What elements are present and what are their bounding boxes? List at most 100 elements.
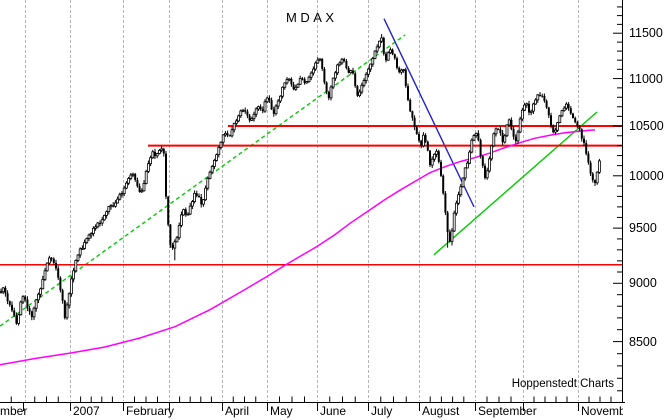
candle-body: [382, 38, 385, 54]
candle-body: [81, 247, 84, 250]
candle-body: [562, 107, 566, 111]
candle-body: [155, 153, 159, 157]
candle-body: [188, 205, 192, 215]
candle-body: [34, 299, 38, 309]
candle-body: [507, 119, 511, 126]
candle-body: [327, 92, 330, 98]
candle-body: [96, 222, 100, 228]
candle-body: [1, 287, 5, 293]
candle-body: [140, 190, 144, 193]
candle-body: [136, 180, 139, 187]
candle-body: [234, 120, 238, 124]
candle-body: [411, 111, 414, 118]
candle-body: [534, 99, 537, 105]
candle-body: [316, 59, 320, 64]
candle-body: [37, 293, 40, 301]
candle-body: [448, 232, 451, 242]
candle-body: [385, 53, 387, 61]
candle-body: [444, 193, 447, 213]
candle-body: [39, 288, 42, 295]
x-tick-label-april: April: [225, 404, 250, 418]
candle-body: [479, 140, 482, 157]
candle-body: [314, 62, 318, 70]
candle-body: [420, 140, 423, 146]
candle-body: [138, 186, 141, 192]
ma200-polyline: [0, 129, 596, 366]
candle-body: [186, 213, 190, 216]
candle-body: [61, 290, 64, 301]
candle-body: [552, 125, 555, 133]
candle-body: [432, 153, 436, 160]
candle-body: [144, 170, 148, 184]
candle-body: [0, 291, 3, 294]
candle-body: [396, 58, 398, 68]
candle-body: [311, 68, 315, 74]
candle-body: [118, 194, 122, 200]
candle-body: [415, 127, 418, 134]
candle-body: [505, 124, 509, 137]
x-tick-label-november: November: [581, 404, 623, 418]
candle-body: [360, 84, 364, 93]
candle-body: [459, 186, 463, 196]
candle-body: [550, 115, 552, 126]
candle-body: [321, 59, 324, 69]
candle-body: [523, 104, 526, 111]
candle-body: [347, 68, 350, 73]
candle-body: [576, 122, 579, 127]
candle-body: [127, 178, 130, 184]
candle-body: [76, 254, 80, 261]
candle-body: [239, 110, 243, 117]
candle-body: [514, 136, 517, 141]
candle-body: [169, 224, 172, 245]
candle-body: [184, 209, 187, 215]
candle-body: [94, 226, 97, 229]
candle-body: [369, 63, 373, 70]
candle-body: [179, 214, 183, 226]
candle-body: [248, 115, 251, 121]
candle-body: [294, 86, 298, 90]
long-uptrend-dashed-green: [0, 34, 406, 327]
candle-body: [278, 95, 282, 102]
candle-body: [454, 202, 458, 214]
candle-body: [402, 69, 406, 71]
candle-body: [268, 98, 271, 100]
candle-body: [72, 270, 75, 280]
candle-body: [407, 86, 409, 100]
candle-body: [107, 206, 111, 213]
candle-body: [103, 214, 106, 221]
candle-body: [461, 177, 465, 188]
candle-body: [270, 100, 273, 110]
candle-body: [182, 209, 186, 216]
candle-body: [206, 177, 210, 189]
candle-body: [55, 263, 57, 269]
candle-body: [32, 307, 36, 318]
candle-body: [195, 193, 198, 196]
candle-body: [338, 62, 342, 66]
candle-body: [558, 115, 562, 124]
candle-body: [393, 54, 396, 59]
candle-body: [173, 241, 177, 249]
candle-body: [52, 258, 55, 263]
candle-body: [296, 83, 300, 88]
watermark-hoppenstedt: Hoppenstedt Charts: [511, 378, 614, 390]
candle-body: [221, 134, 225, 143]
candle-body: [386, 52, 390, 61]
candle-body: [512, 129, 515, 137]
candle-body: [333, 72, 337, 79]
candle-body: [556, 122, 559, 131]
candle-body: [594, 180, 596, 183]
candle-body: [595, 171, 599, 184]
candle-body: [11, 304, 13, 311]
candle-body: [554, 129, 557, 133]
candle-body: [560, 110, 564, 117]
candle-body: [409, 100, 412, 112]
candle-body: [391, 49, 394, 55]
candle-body: [318, 58, 322, 61]
candle-body: [263, 101, 267, 112]
candle-body: [41, 278, 45, 290]
candle-body: [567, 104, 570, 109]
candle-body: [481, 156, 484, 166]
candle-body: [193, 192, 197, 202]
candle-body: [89, 233, 93, 236]
